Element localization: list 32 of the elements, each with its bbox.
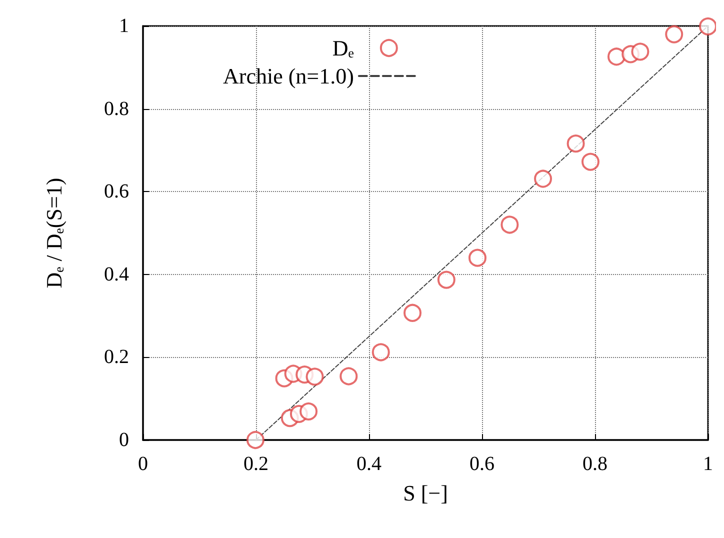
x-tick-label: 0.2 (244, 453, 268, 475)
point (566, 134, 585, 153)
x-tick-label: 0.6 (470, 453, 494, 475)
x-tick-label: 0 (138, 453, 148, 475)
x-tick-label: 0.8 (582, 453, 608, 475)
point (437, 270, 456, 289)
y-tick-label: 1 (119, 15, 129, 37)
point (500, 216, 519, 234)
point (607, 48, 626, 66)
point (300, 402, 318, 420)
x-tick-label: 1 (703, 453, 713, 475)
point (306, 368, 324, 386)
y-tick-label: 0 (119, 429, 129, 451)
y-tick-label: 0.4 (104, 263, 129, 286)
x-tick-label: 0.4 (356, 453, 382, 475)
point (468, 248, 486, 267)
point (665, 25, 684, 44)
point (534, 170, 552, 188)
y-axis-title: Dₑ / Dₑ(S=1) (42, 178, 66, 288)
legend-label: Dₑ (332, 36, 354, 60)
point (404, 304, 422, 322)
point (340, 367, 358, 386)
y-tick-label: 0.6 (104, 180, 129, 203)
point (631, 42, 650, 61)
point (246, 431, 264, 449)
y-tick-label: 0.2 (104, 346, 129, 368)
legend-label: Archie (n=1.0) (222, 64, 354, 88)
x-axis-title: S [−] (403, 480, 448, 506)
point (372, 343, 390, 362)
point (581, 152, 600, 171)
y-tick-label: 0.8 (104, 98, 129, 120)
point (699, 17, 716, 36)
